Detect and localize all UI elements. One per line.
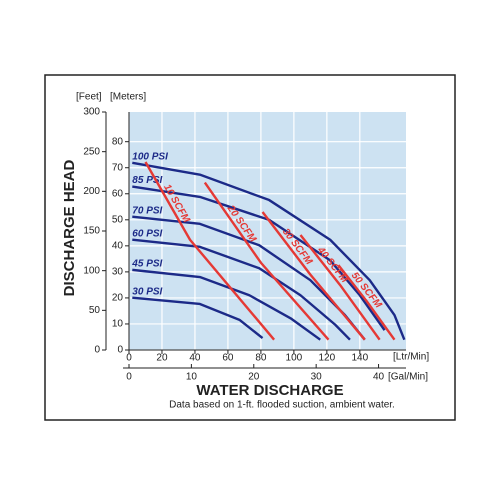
curve — [132, 268, 321, 341]
y2-axis-unit: [Meters] — [110, 92, 146, 103]
y-tick-label: 0 — [94, 345, 100, 356]
y2-tick-label: 50 — [112, 214, 124, 225]
y2-tick-label: 30 — [112, 267, 124, 278]
curve — [261, 211, 366, 341]
curve-label: 70 PSI — [132, 205, 162, 216]
y-tick-label: 250 — [83, 146, 100, 157]
y-tick-label: 200 — [83, 186, 100, 197]
y2-tick-label: 0 — [117, 345, 123, 356]
curve — [337, 264, 396, 341]
curve — [299, 234, 381, 341]
y2-tick-label: 80 — [112, 136, 124, 147]
curve-label: 85 PSI — [132, 175, 162, 186]
y2-tick-label: 10 — [112, 319, 124, 330]
x-tick-label: 100 — [286, 353, 303, 364]
curve — [132, 238, 351, 341]
x2-tick-label: 30 — [311, 372, 323, 383]
x2-axis-unit: [Gal/Min] — [388, 372, 428, 383]
y-axis-title: DISCHARGE HEAD — [61, 159, 78, 296]
x-tick-label: 80 — [255, 353, 267, 364]
curve — [132, 161, 406, 341]
curve-label: 60 PSI — [132, 228, 162, 239]
curve — [203, 181, 330, 341]
y-tick-label: 50 — [89, 305, 101, 316]
y-axis-unit: [Feet] — [76, 92, 102, 103]
x2-tick-label: 10 — [186, 372, 198, 383]
x-tick-label: 40 — [189, 353, 201, 364]
curve — [132, 185, 386, 331]
plot-background — [129, 112, 406, 350]
y-tick-label: 150 — [83, 226, 100, 237]
y-tick-label: 100 — [83, 265, 100, 276]
curve-label: 30 PSI — [132, 286, 162, 297]
x2-tick-label: 20 — [248, 372, 260, 383]
x2-tick-label: 40 — [373, 372, 385, 383]
y-tick-label: 300 — [83, 107, 100, 118]
x-axis-title: WATER DISCHARGE — [196, 382, 343, 399]
x-tick-label: 140 — [351, 353, 368, 364]
curve — [144, 161, 276, 341]
y2-tick-label: 70 — [112, 162, 124, 173]
curve — [132, 296, 264, 340]
y2-tick-label: 60 — [112, 188, 124, 199]
y2-tick-label: 40 — [112, 240, 124, 251]
note: Data based on 1-ft. flooded suction, amb… — [169, 400, 395, 411]
curve-label: 45 PSI — [131, 259, 162, 270]
x-axis-unit: [Ltr/Min] — [393, 352, 429, 363]
y2-tick-label: 20 — [112, 293, 124, 304]
curve-label: 100 PSI — [132, 151, 168, 162]
x2-tick-label: 0 — [126, 372, 132, 383]
x-tick-label: 20 — [156, 353, 168, 364]
x-tick-label: 120 — [319, 353, 336, 364]
frame — [44, 74, 456, 421]
x-tick-label: 0 — [126, 353, 132, 364]
x-tick-label: 60 — [222, 353, 234, 364]
